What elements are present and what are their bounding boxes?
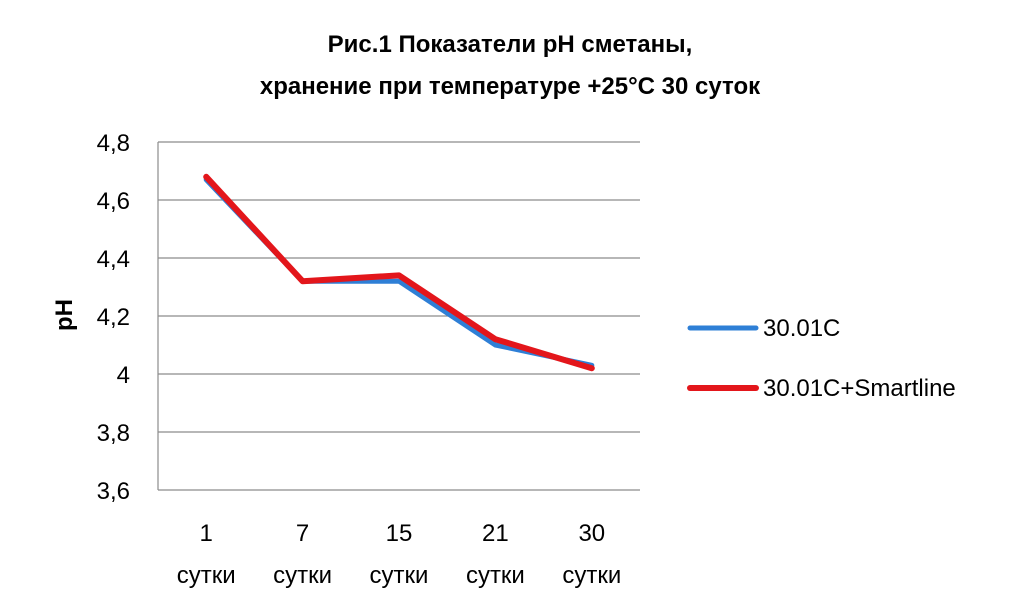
legend: 30.01С 30.01С+Smartline	[687, 315, 956, 402]
y-axis-label: pH	[51, 299, 78, 331]
y-tick-label: 4	[117, 362, 130, 389]
x-tick-label-unit: сутки	[466, 562, 525, 589]
legend-label-1: 30.01С	[763, 315, 840, 342]
axes	[157, 142, 640, 491]
series-lines	[203, 173, 595, 372]
x-tick-label-day: 21	[482, 520, 509, 547]
chart-title-line-2: хранение при температуре +25°С 30 суток	[260, 73, 761, 100]
gridlines	[158, 141, 640, 433]
y-tick-label: 4,8	[97, 130, 130, 157]
x-tick-label-day: 15	[386, 520, 413, 547]
chart-title-line-1: Рис.1 Показатели рН сметаны,	[328, 31, 693, 58]
y-tick-label: 4,6	[97, 188, 130, 215]
chart-title: Рис.1 Показатели рН сметаны, хранение пр…	[260, 31, 761, 100]
x-tick-label-unit: сутки	[177, 562, 236, 589]
y-tick-label: 4,4	[97, 246, 130, 273]
series-line-2	[203, 173, 595, 372]
x-tick-label-day: 30	[578, 520, 605, 547]
x-tick-label-day: 1	[200, 520, 213, 547]
y-tick-label: 4,2	[97, 304, 130, 331]
x-tick-label-unit: сутки	[273, 562, 332, 589]
x-tick-label-unit: сутки	[562, 562, 621, 589]
x-tick-label-day: 7	[296, 520, 309, 547]
y-axis-ticks: 3,6 3,8 4 4,2 4,4 4,6 4,8	[97, 130, 130, 505]
legend-label-2: 30.01С+Smartline	[763, 375, 956, 402]
x-tick-label-unit: сутки	[370, 562, 429, 589]
x-axis-ticks: 1 сутки 7 сутки 15 сутки 21 сутки 30 сутки	[177, 520, 622, 589]
y-tick-label: 3,6	[97, 478, 130, 505]
y-tick-label: 3,8	[97, 420, 130, 447]
